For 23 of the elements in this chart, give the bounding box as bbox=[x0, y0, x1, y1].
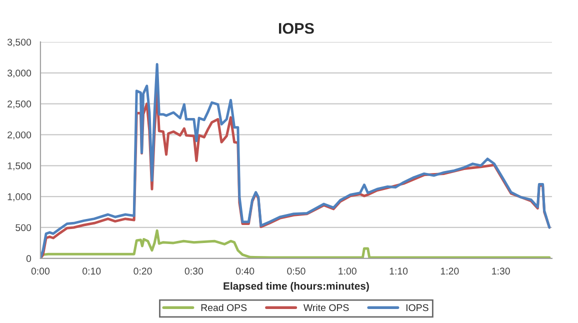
x-axis-title: Elapsed time (hours:minutes) bbox=[224, 282, 369, 292]
y-tick-label: 2,000 bbox=[8, 131, 32, 140]
x-tick-label: 1:10 bbox=[390, 268, 408, 275]
y-tick-label: 1,500 bbox=[8, 162, 32, 170]
x-tick-label: 1:30 bbox=[492, 268, 510, 275]
x-tick-label: 0:10 bbox=[82, 268, 101, 275]
legend-label: Read OPS bbox=[201, 304, 247, 312]
chart-title: IOPS bbox=[278, 22, 314, 34]
x-tick-label: 0:20 bbox=[134, 268, 152, 275]
x-tick-label: 0:00 bbox=[31, 268, 50, 275]
y-tick-label: 1,000 bbox=[8, 193, 32, 202]
y-tick-label: 2,500 bbox=[8, 100, 32, 109]
y-tick-label: 0 bbox=[26, 255, 32, 262]
legend-label: IOPS bbox=[406, 304, 428, 312]
y-tick-label: 3,500 bbox=[7, 38, 32, 47]
y-tick-label: 3,000 bbox=[7, 70, 32, 78]
x-tick-label: 1:20 bbox=[440, 268, 459, 275]
y-tick-label: 500 bbox=[16, 224, 32, 232]
x-tick-label: 0:50 bbox=[287, 268, 306, 275]
x-tick-label: 0:30 bbox=[184, 268, 203, 275]
x-tick-label: 1:00 bbox=[338, 268, 356, 275]
legend-label: Write OPS bbox=[303, 304, 349, 312]
x-tick-label: 0:40 bbox=[236, 268, 254, 275]
